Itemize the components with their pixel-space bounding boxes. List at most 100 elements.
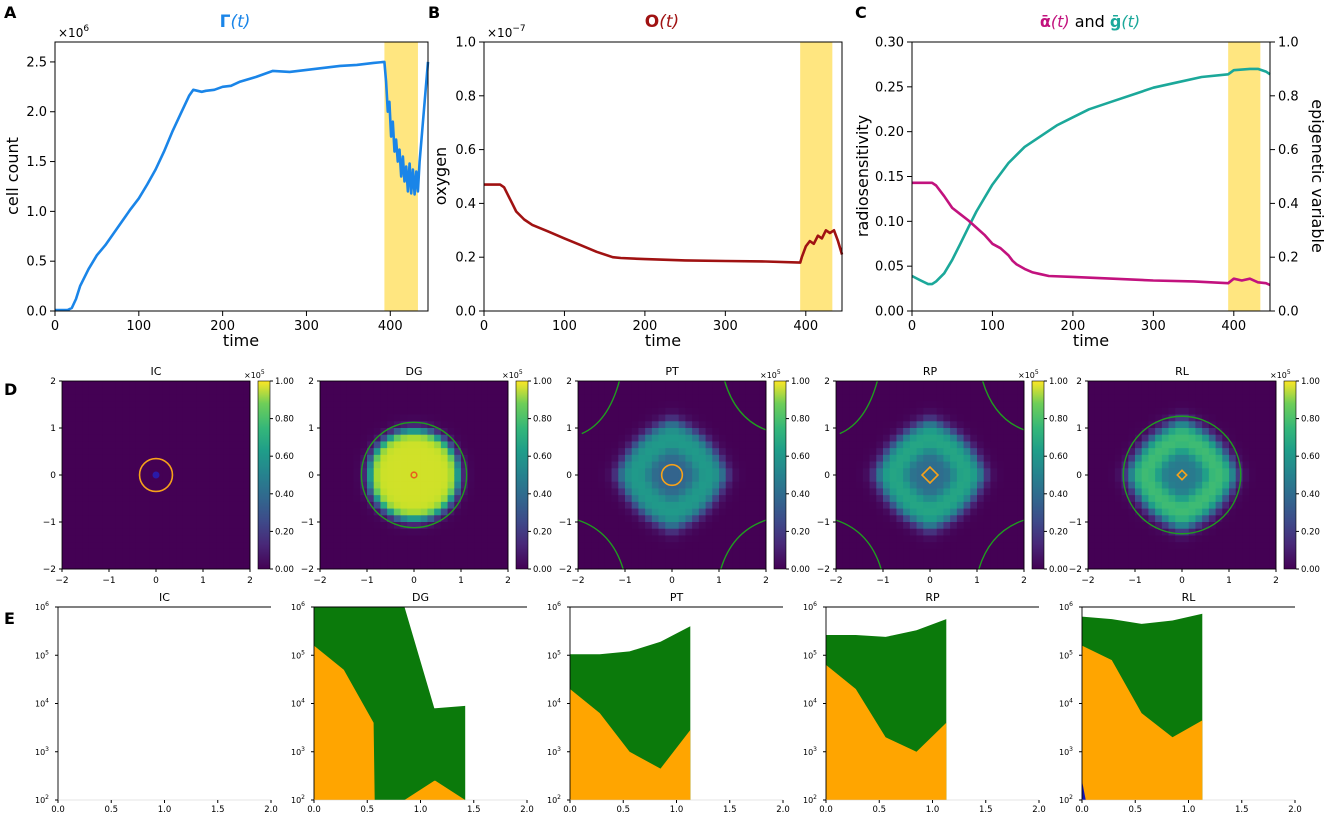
heatmap-cell xyxy=(182,555,190,563)
heatmap-cell xyxy=(604,401,612,409)
heatmap-cell xyxy=(611,407,619,415)
heatmap-cell xyxy=(651,434,659,442)
heatmap-cell xyxy=(625,475,633,483)
heatmap-cell xyxy=(109,434,117,442)
panel-b-x-ticks: 0 100 200 300 400 xyxy=(480,311,818,334)
heatmap-cell xyxy=(896,495,904,503)
heatmap-cell xyxy=(1215,407,1223,415)
heatmap-cell xyxy=(1135,401,1143,409)
heatmap-cell xyxy=(631,428,639,436)
heatmap-cell xyxy=(1148,468,1156,476)
heatmap-cell xyxy=(223,448,231,456)
heatmap-cell xyxy=(725,441,733,449)
heatmap-cell xyxy=(651,522,659,530)
heatmap-cell xyxy=(752,394,760,402)
heatmap-cell xyxy=(936,414,944,422)
panel-a-y-ticks: 0.00.51.01.52.02.5 xyxy=(26,55,55,320)
heatmap-cell xyxy=(916,468,924,476)
heatmap-cell xyxy=(216,522,224,530)
heatmap-cell xyxy=(209,515,217,523)
heatmap-cell xyxy=(216,434,224,442)
heatmap-cell xyxy=(1269,434,1277,442)
x-tick-label: 2 xyxy=(247,576,253,586)
heatmap-cell xyxy=(1255,508,1263,516)
heatmap-cell xyxy=(638,542,646,550)
heatmap-cell xyxy=(447,488,455,496)
heatmap-cell xyxy=(75,441,83,449)
heatmap-cell xyxy=(223,528,231,536)
heatmap-cell xyxy=(903,414,911,422)
heatmap-cell xyxy=(1208,495,1216,503)
heatmap-cell xyxy=(869,475,877,483)
heatmap-cell xyxy=(705,562,713,570)
heatmap-cell xyxy=(862,488,870,496)
heatmap-cell xyxy=(122,501,130,509)
heatmap-cell xyxy=(1182,448,1190,456)
heatmap-cell xyxy=(1255,542,1263,550)
heatmap-cell xyxy=(400,387,408,395)
heatmap-cell xyxy=(909,401,917,409)
heatmap-cell xyxy=(380,562,388,570)
heatmap-cell xyxy=(1003,488,1011,496)
heatmap-cell xyxy=(983,434,991,442)
heatmap-cell xyxy=(333,562,341,570)
heatmap-cell xyxy=(380,555,388,563)
heatmap-cell xyxy=(876,387,884,395)
x-tick-label: 2.0 xyxy=(1288,805,1302,814)
heatmap-cell xyxy=(1182,421,1190,429)
heatmap-cell xyxy=(196,441,204,449)
heatmap-cell xyxy=(216,515,224,523)
heatmap-cell xyxy=(712,548,720,556)
heatmap-cell xyxy=(461,522,469,530)
heatmap-cell xyxy=(1182,522,1190,530)
heatmap-cell xyxy=(705,495,713,503)
heatmap-cell xyxy=(997,394,1005,402)
heatmap-cell xyxy=(156,461,164,469)
heatmap-cell xyxy=(1188,401,1196,409)
heatmap-cell xyxy=(494,515,502,523)
heatmap-cell xyxy=(990,454,998,462)
heatmap-cell xyxy=(1188,488,1196,496)
heatmap-cell xyxy=(454,414,462,422)
heatmap-cell xyxy=(719,501,727,509)
heatmap-cell xyxy=(1168,461,1176,469)
heatmap-cell xyxy=(584,461,592,469)
heatmap-cell xyxy=(869,522,877,530)
panel-c-y-ticks: 0.000.050.100.150.200.250.30 xyxy=(875,36,912,320)
heatmap-cell xyxy=(1175,394,1183,402)
heatmap-cell xyxy=(869,481,877,489)
heatmap-cell xyxy=(712,461,720,469)
heatmap-cell xyxy=(1208,394,1216,402)
heatmap-cell xyxy=(1108,441,1116,449)
heatmap-cell xyxy=(353,562,361,570)
heatmap-cell xyxy=(990,501,998,509)
heatmap-cell xyxy=(223,468,231,476)
heatmap-cell xyxy=(196,515,204,523)
heatmap-cell xyxy=(129,401,137,409)
heatmap-cell xyxy=(849,468,857,476)
heatmap-cell xyxy=(129,515,137,523)
heatmap-cell xyxy=(752,515,760,523)
heatmap-cell xyxy=(229,481,237,489)
heatmap-cell xyxy=(333,535,341,543)
heatmap-cell xyxy=(997,468,1005,476)
heatmap-cell xyxy=(162,394,170,402)
heatmap-cell xyxy=(651,508,659,516)
heatmap-cell xyxy=(930,387,938,395)
heatmap-cell xyxy=(434,515,442,523)
heatmap-cell xyxy=(1195,508,1203,516)
heatmap-cell xyxy=(685,522,693,530)
heatmap-cell xyxy=(1208,528,1216,536)
heatmap-cell xyxy=(950,495,958,503)
heatmap-cell xyxy=(1094,387,1102,395)
heatmap-cell xyxy=(578,548,586,556)
heatmap-cell xyxy=(842,468,850,476)
heatmap-cell xyxy=(842,508,850,516)
heatmap-cell xyxy=(62,394,70,402)
heatmap-cell xyxy=(963,528,971,536)
heatmap-cell xyxy=(243,414,251,422)
heatmap-cell xyxy=(481,495,489,503)
heatmap-cell xyxy=(1017,414,1025,422)
heatmap-cell xyxy=(68,515,76,523)
heatmap-cell xyxy=(712,407,720,415)
